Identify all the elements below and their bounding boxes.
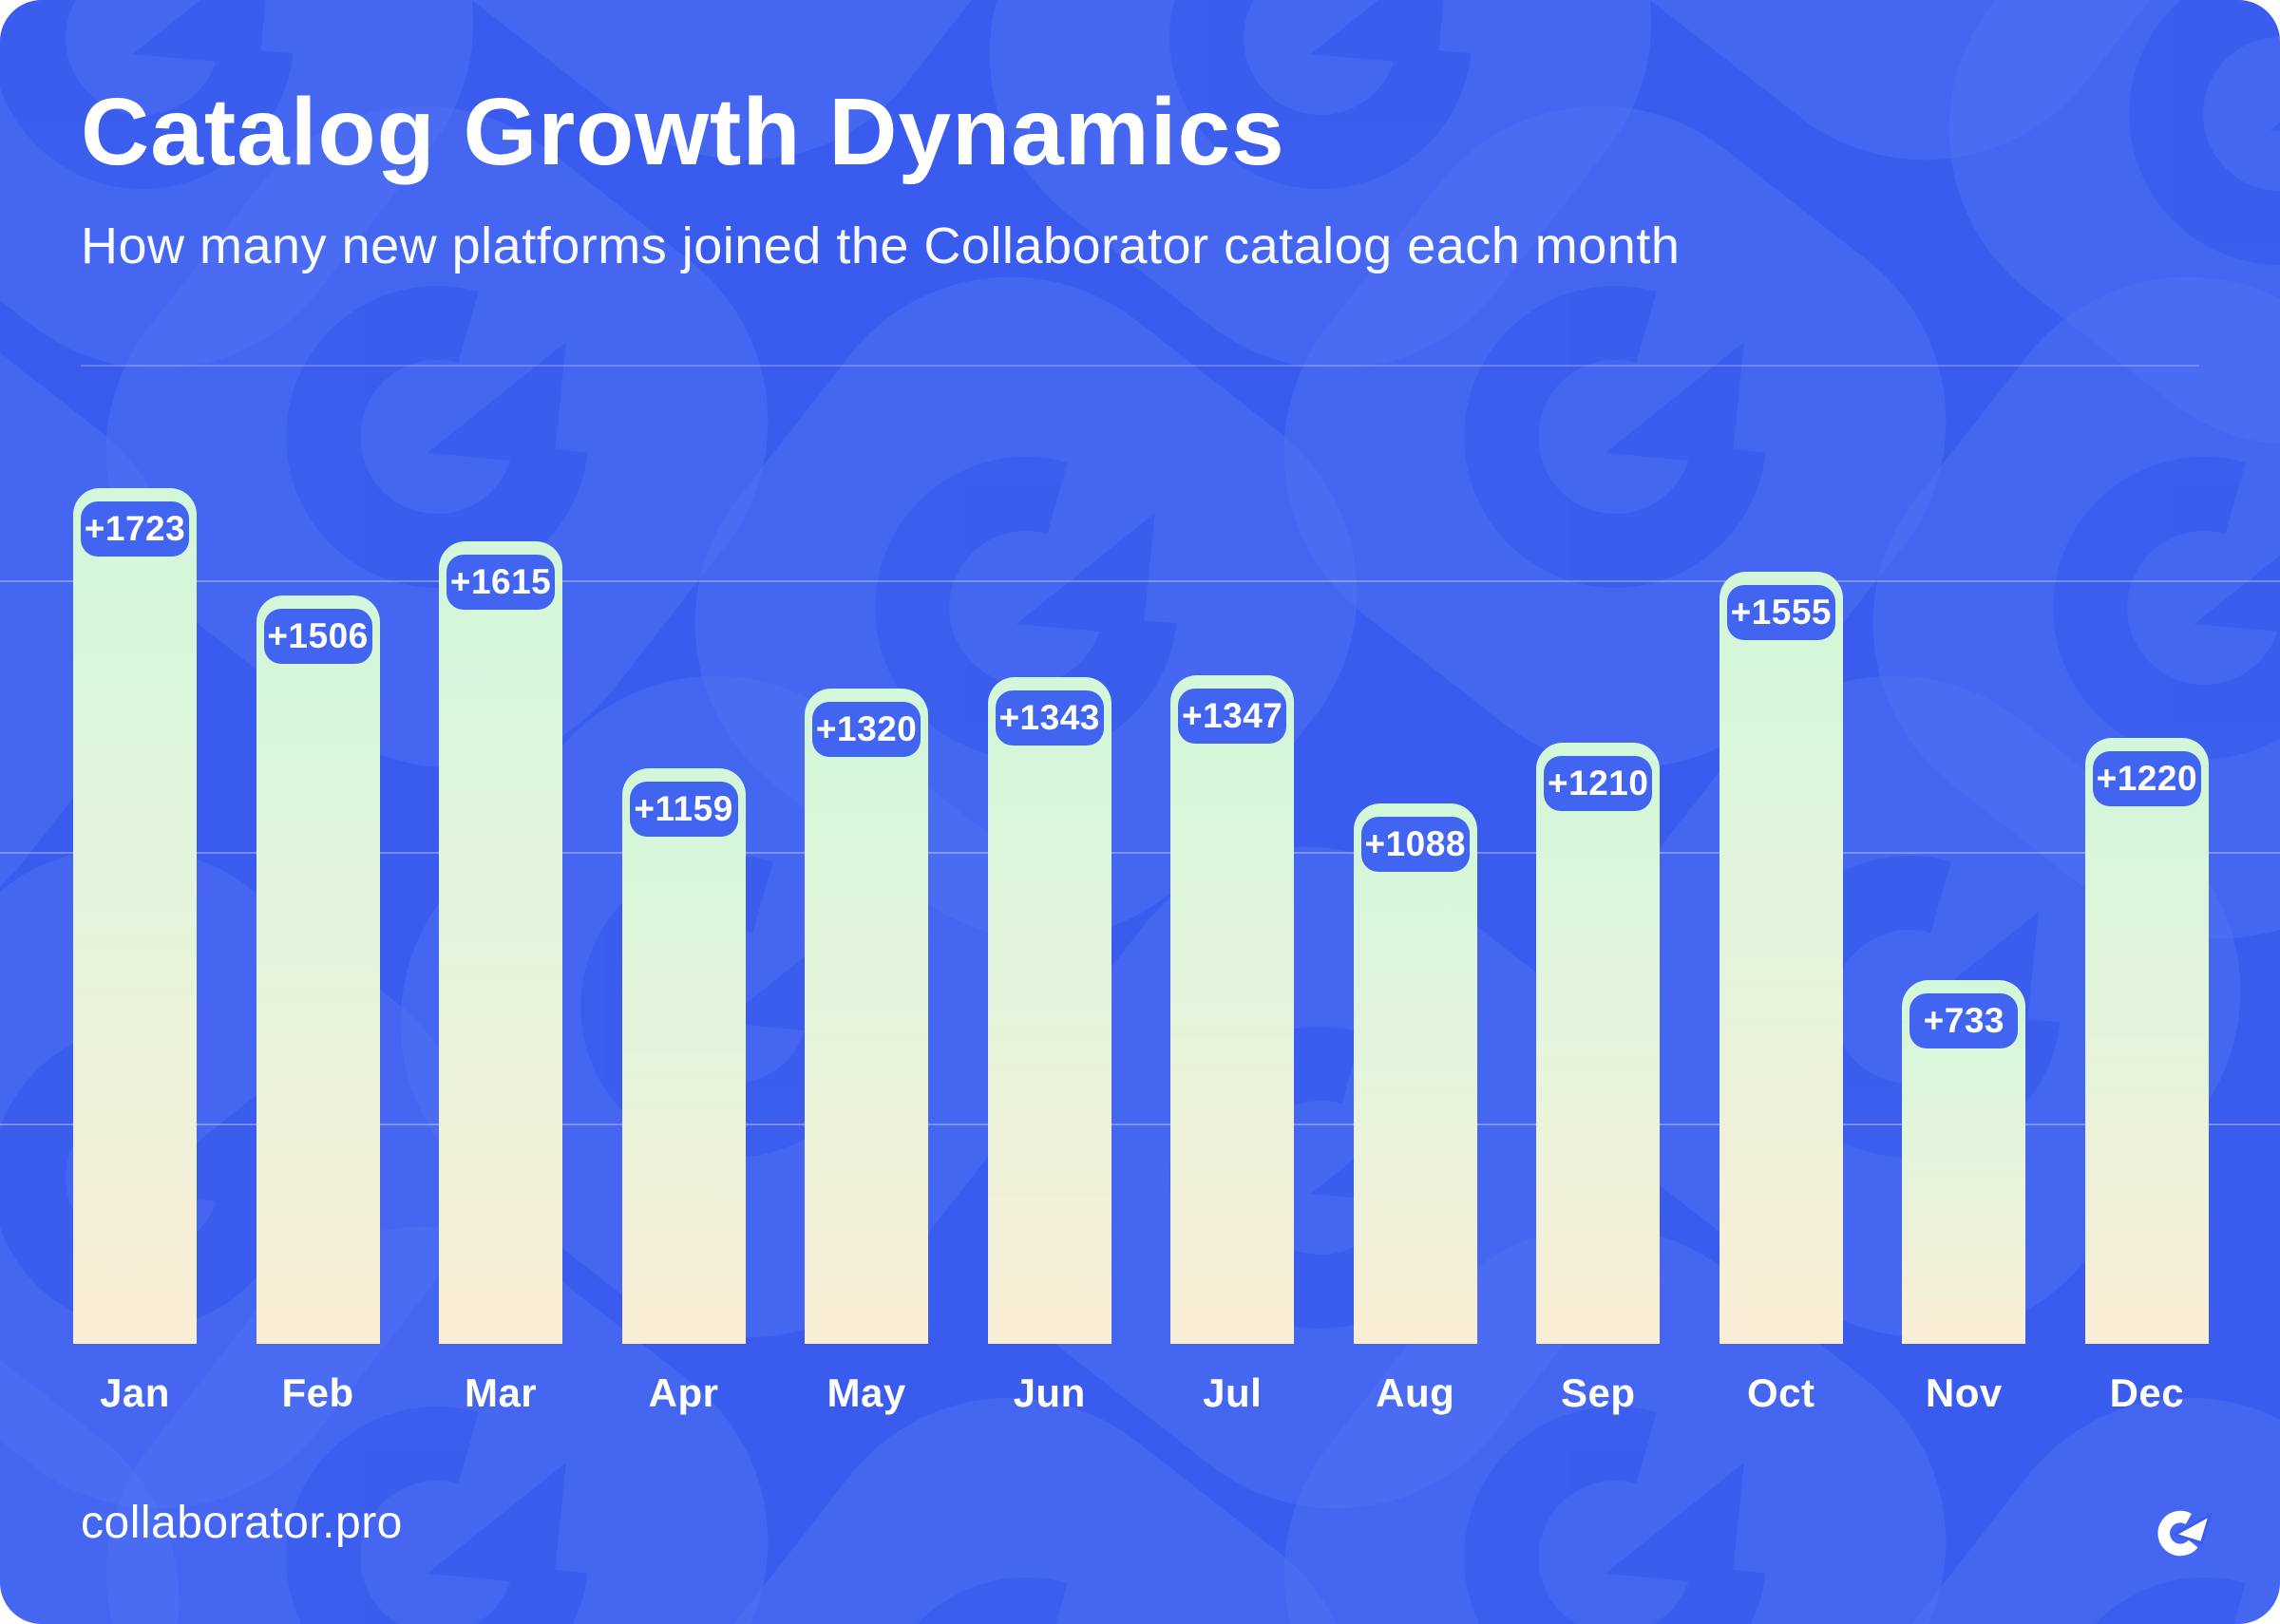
value-badge: +733 [1910,993,2019,1048]
month-label: Oct [1747,1370,1815,1415]
badge-label: +733 [1923,1001,2004,1040]
header: Catalog Growth Dynamics How many new pla… [81,80,2199,275]
month-label: Mar [464,1370,538,1415]
value-badge: +1506 [263,609,372,664]
bar-jul: +1347 [1170,675,1295,1344]
value-badge: +1220 [2092,751,2201,806]
value-badge: +1343 [995,690,1104,746]
month-label: Feb [281,1370,354,1415]
badge-label: +1723 [84,509,186,548]
value-badge: +1088 [1360,817,1470,872]
value-badge: +1615 [446,555,556,610]
value-badge: +1723 [81,501,189,557]
month-label: Jun [1013,1370,1086,1415]
month-label: Dec [2109,1370,2185,1415]
header-divider [81,365,2199,367]
page-title: Catalog Growth Dynamics [81,79,1285,185]
value-badge: +1347 [1178,689,1287,744]
bar-aug: +1088 [1353,803,1477,1344]
page-subtitle: How many new platforms joined the Collab… [81,217,1681,274]
value-badge: +1210 [1544,756,1653,811]
badge-label: +1220 [2096,759,2198,798]
chart-area: +1723 +1506 +1615 +1159 +1320 +1343 +134… [73,488,2209,1344]
bar-oct: +1555 [1719,572,1843,1344]
month-label: Apr [648,1370,719,1415]
bar-dec: +1220 [2084,738,2209,1344]
badge-label: +1320 [815,709,918,748]
bar-jun: +1343 [987,677,1112,1344]
bar-mar: +1615 [439,541,563,1344]
badge-label: +1088 [1364,824,1466,863]
bar-apr: +1159 [621,768,746,1344]
badge-label: +1210 [1548,764,1649,803]
month-label: Jan [100,1370,170,1415]
badge-label: +1159 [634,789,733,828]
badge-label: +1506 [267,616,369,655]
bar-may: +1320 [805,689,929,1344]
month-label: Sep [1560,1370,1636,1415]
badge-label: +1555 [1730,593,1832,632]
site-url: collaborator.pro [81,1498,403,1548]
value-badge: +1159 [629,782,738,837]
badge-label: +1343 [998,698,1100,737]
bar-sep: +1210 [1536,743,1661,1344]
badge-label: +1615 [449,562,552,601]
month-label: Jul [1203,1370,1263,1415]
bar-nov: +733 [1902,980,2026,1344]
badge-label: +1347 [1181,696,1283,735]
collaborator-logo-icon [2157,1510,2213,1557]
month-label: Aug [1376,1370,1455,1415]
bar-jan: +1723 [73,488,197,1344]
value-badge: +1555 [1726,585,1835,640]
bar-feb: +1506 [256,595,380,1344]
x-axis-labels: Jan Feb Mar Apr May Jun Jul Aug Sep Oct … [73,1370,2209,1416]
value-badge: +1320 [812,702,922,757]
month-label: May [826,1370,906,1415]
month-label: Nov [1925,1370,2003,1415]
